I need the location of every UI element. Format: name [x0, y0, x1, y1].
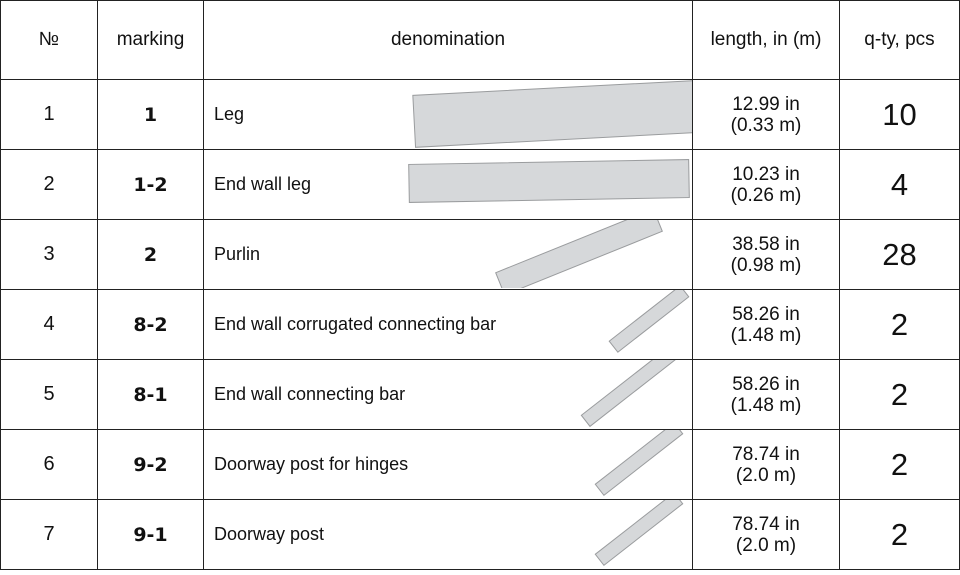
length-m: (0.98 m) [693, 255, 839, 276]
length: 38.58 in(0.98 m) [693, 220, 840, 290]
page: №markingdenominationlength, in (m)q-ty, … [0, 0, 960, 575]
quantity: 10 [840, 80, 960, 150]
length-m: (1.48 m) [693, 325, 839, 346]
length-in: 38.58 in [693, 234, 839, 255]
length-in: 78.74 in [693, 444, 839, 465]
length: 12.99 in(0.33 m) [693, 80, 840, 150]
row-number: 7 [1, 500, 98, 570]
row-number: 2 [1, 150, 98, 220]
row-number: 1 [1, 80, 98, 150]
denomination: Leg [204, 80, 693, 150]
marking: 9-1 [98, 500, 204, 570]
part-name: End wall connecting bar [214, 384, 405, 404]
marking: 1 [98, 80, 204, 150]
row-number: 6 [1, 430, 98, 500]
length-in: 58.26 in [693, 304, 839, 325]
quantity: 2 [840, 360, 960, 430]
length-m: (2.0 m) [693, 465, 839, 486]
header-cell: q-ty, pcs [840, 1, 960, 80]
length: 78.74 in(2.0 m) [693, 500, 840, 570]
marking: 8-1 [98, 360, 204, 430]
parts-table: №markingdenominationlength, in (m)q-ty, … [0, 0, 960, 570]
row-number: 5 [1, 360, 98, 430]
part-name: End wall corrugated connecting bar [214, 314, 496, 334]
marking: 8-2 [98, 290, 204, 360]
header-cell: denomination [204, 1, 693, 80]
length-in: 10.23 in [693, 164, 839, 185]
header-cell: marking [98, 1, 204, 80]
row-number: 3 [1, 220, 98, 290]
length-in: 58.26 in [693, 374, 839, 395]
part-image [204, 220, 692, 288]
part-name: Purlin [214, 244, 260, 264]
quantity: 2 [840, 500, 960, 570]
quantity: 2 [840, 430, 960, 500]
row-number: 4 [1, 290, 98, 360]
quantity: 28 [840, 220, 960, 290]
length: 10.23 in(0.26 m) [693, 150, 840, 220]
denomination: Doorway post [204, 500, 693, 570]
marking: 9-2 [98, 430, 204, 500]
length: 78.74 in(2.0 m) [693, 430, 840, 500]
length-m: (0.26 m) [693, 185, 839, 206]
denomination: End wall connecting bar [204, 360, 693, 430]
length-m: (0.33 m) [693, 115, 839, 136]
length-in: 12.99 in [693, 94, 839, 115]
denomination: End wall corrugated connecting bar [204, 290, 693, 360]
denomination: End wall leg [204, 150, 693, 220]
marking: 1-2 [98, 150, 204, 220]
part-name: End wall leg [214, 174, 311, 194]
length-m: (2.0 m) [693, 535, 839, 556]
length: 58.26 in(1.48 m) [693, 290, 840, 360]
denomination: Purlin [204, 220, 693, 290]
denomination: Doorway post for hinges [204, 430, 693, 500]
part-name: Doorway post for hinges [214, 454, 408, 474]
length-in: 78.74 in [693, 514, 839, 535]
marking: 2 [98, 220, 204, 290]
quantity: 4 [840, 150, 960, 220]
part-image [204, 80, 692, 148]
length: 58.26 in(1.48 m) [693, 360, 840, 430]
quantity: 2 [840, 290, 960, 360]
header-cell: № [1, 1, 98, 80]
part-name: Leg [214, 104, 244, 124]
header-cell: length, in (m) [693, 1, 840, 80]
length-m: (1.48 m) [693, 395, 839, 416]
part-name: Doorway post [214, 524, 324, 544]
